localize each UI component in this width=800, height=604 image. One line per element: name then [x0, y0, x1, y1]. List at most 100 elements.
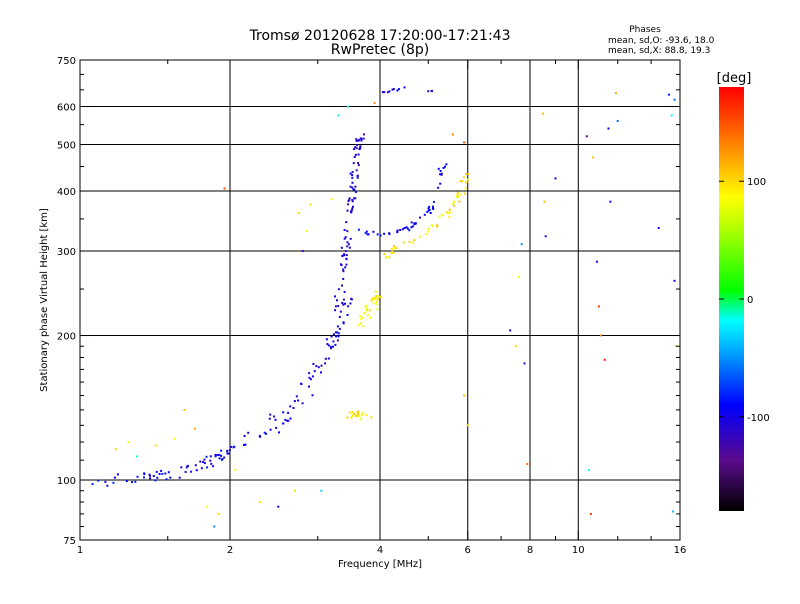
- trace-point: [355, 138, 358, 141]
- trace-point: [357, 139, 360, 142]
- trace-point: [362, 325, 365, 328]
- trace-point: [408, 240, 411, 243]
- trace-point: [320, 364, 323, 367]
- isolated-point: [509, 329, 512, 332]
- colorbar-tick-label: 100: [747, 177, 766, 188]
- trace-point: [274, 418, 277, 421]
- trace-point: [458, 193, 461, 196]
- isolated-point: [463, 141, 466, 144]
- x-tick-label: 4: [377, 545, 383, 556]
- trace-point: [278, 431, 280, 434]
- trace-point: [227, 452, 230, 455]
- trace-point: [338, 327, 341, 330]
- isolated-point: [347, 105, 349, 108]
- isolated-point: [320, 489, 323, 492]
- trace-point: [289, 405, 292, 408]
- trace-point: [379, 234, 382, 237]
- trace-point: [349, 185, 352, 188]
- trace-point: [358, 323, 361, 326]
- trace-point: [356, 144, 358, 147]
- trace-point: [359, 418, 362, 421]
- trace-point: [339, 310, 342, 313]
- trace-point: [350, 209, 353, 212]
- trace-point: [317, 366, 320, 369]
- trace-point: [186, 464, 189, 467]
- trace-point: [383, 232, 386, 235]
- trace-point: [190, 470, 193, 473]
- trace-point: [360, 318, 363, 321]
- isolated-point: [183, 408, 186, 411]
- trace-point: [375, 297, 378, 300]
- trace-point: [165, 478, 168, 481]
- isolated-point: [154, 444, 157, 447]
- isolated-point: [672, 510, 675, 513]
- trace-point: [353, 156, 356, 158]
- trace-point: [349, 172, 352, 175]
- isolated-point: [114, 448, 117, 451]
- phase-info-heading: Phases: [629, 25, 661, 35]
- isolated-point: [520, 243, 523, 246]
- trace-point: [439, 182, 442, 185]
- trace-point: [282, 411, 285, 414]
- trace-point: [180, 466, 183, 469]
- trace-point: [426, 210, 429, 213]
- trace-point: [345, 263, 348, 266]
- isolated-point: [673, 98, 676, 101]
- trace-point: [347, 200, 350, 203]
- trace-point: [375, 300, 378, 303]
- trace-point: [370, 299, 373, 302]
- trace-point: [456, 193, 459, 196]
- trace-point: [161, 472, 164, 475]
- trace-point: [351, 181, 354, 184]
- trace-point: [403, 86, 406, 89]
- trace-point: [447, 212, 449, 215]
- trace-point: [351, 410, 354, 413]
- trace-point: [106, 484, 109, 487]
- isolated-point: [591, 156, 594, 159]
- trace-point: [361, 413, 363, 416]
- colorbar-label: [deg]: [717, 71, 752, 86]
- trace-point: [136, 475, 139, 478]
- trace-point: [357, 164, 360, 167]
- trace-point: [340, 264, 343, 266]
- trace-point: [429, 212, 432, 214]
- trace-point: [289, 417, 292, 420]
- trace-point: [221, 458, 224, 460]
- trace-point: [295, 395, 298, 398]
- trace-point: [368, 309, 371, 312]
- trace-point: [348, 411, 351, 414]
- trace-point: [203, 458, 206, 461]
- trace-point: [364, 304, 367, 307]
- trace-point: [320, 371, 322, 374]
- trace-point: [164, 472, 167, 475]
- trace-point: [346, 314, 349, 316]
- trace-point: [402, 241, 405, 244]
- y-tick-label: 400: [57, 187, 76, 198]
- trace-point: [366, 233, 369, 236]
- trace-point: [347, 243, 350, 246]
- trace-point: [346, 230, 349, 233]
- trace-point: [440, 173, 443, 176]
- trace-point: [346, 245, 349, 248]
- trace-point: [330, 347, 333, 350]
- isolated-point: [595, 260, 598, 263]
- trace-point: [334, 295, 336, 298]
- trace-point: [452, 200, 455, 203]
- isolated-point: [466, 424, 469, 427]
- trace-point: [337, 332, 340, 335]
- trace-point: [375, 295, 378, 297]
- trace-point: [327, 357, 330, 360]
- trace-point: [335, 335, 337, 338]
- trace-point: [437, 167, 440, 170]
- trace-point: [269, 413, 272, 416]
- trace-point: [326, 343, 329, 345]
- trace-point: [439, 173, 442, 176]
- trace-point: [383, 91, 386, 94]
- trace-point: [465, 181, 467, 184]
- colorbar-tick-label: -100: [747, 413, 770, 424]
- trace-point: [381, 91, 384, 94]
- trace-point: [200, 467, 203, 470]
- trace-point: [436, 224, 439, 227]
